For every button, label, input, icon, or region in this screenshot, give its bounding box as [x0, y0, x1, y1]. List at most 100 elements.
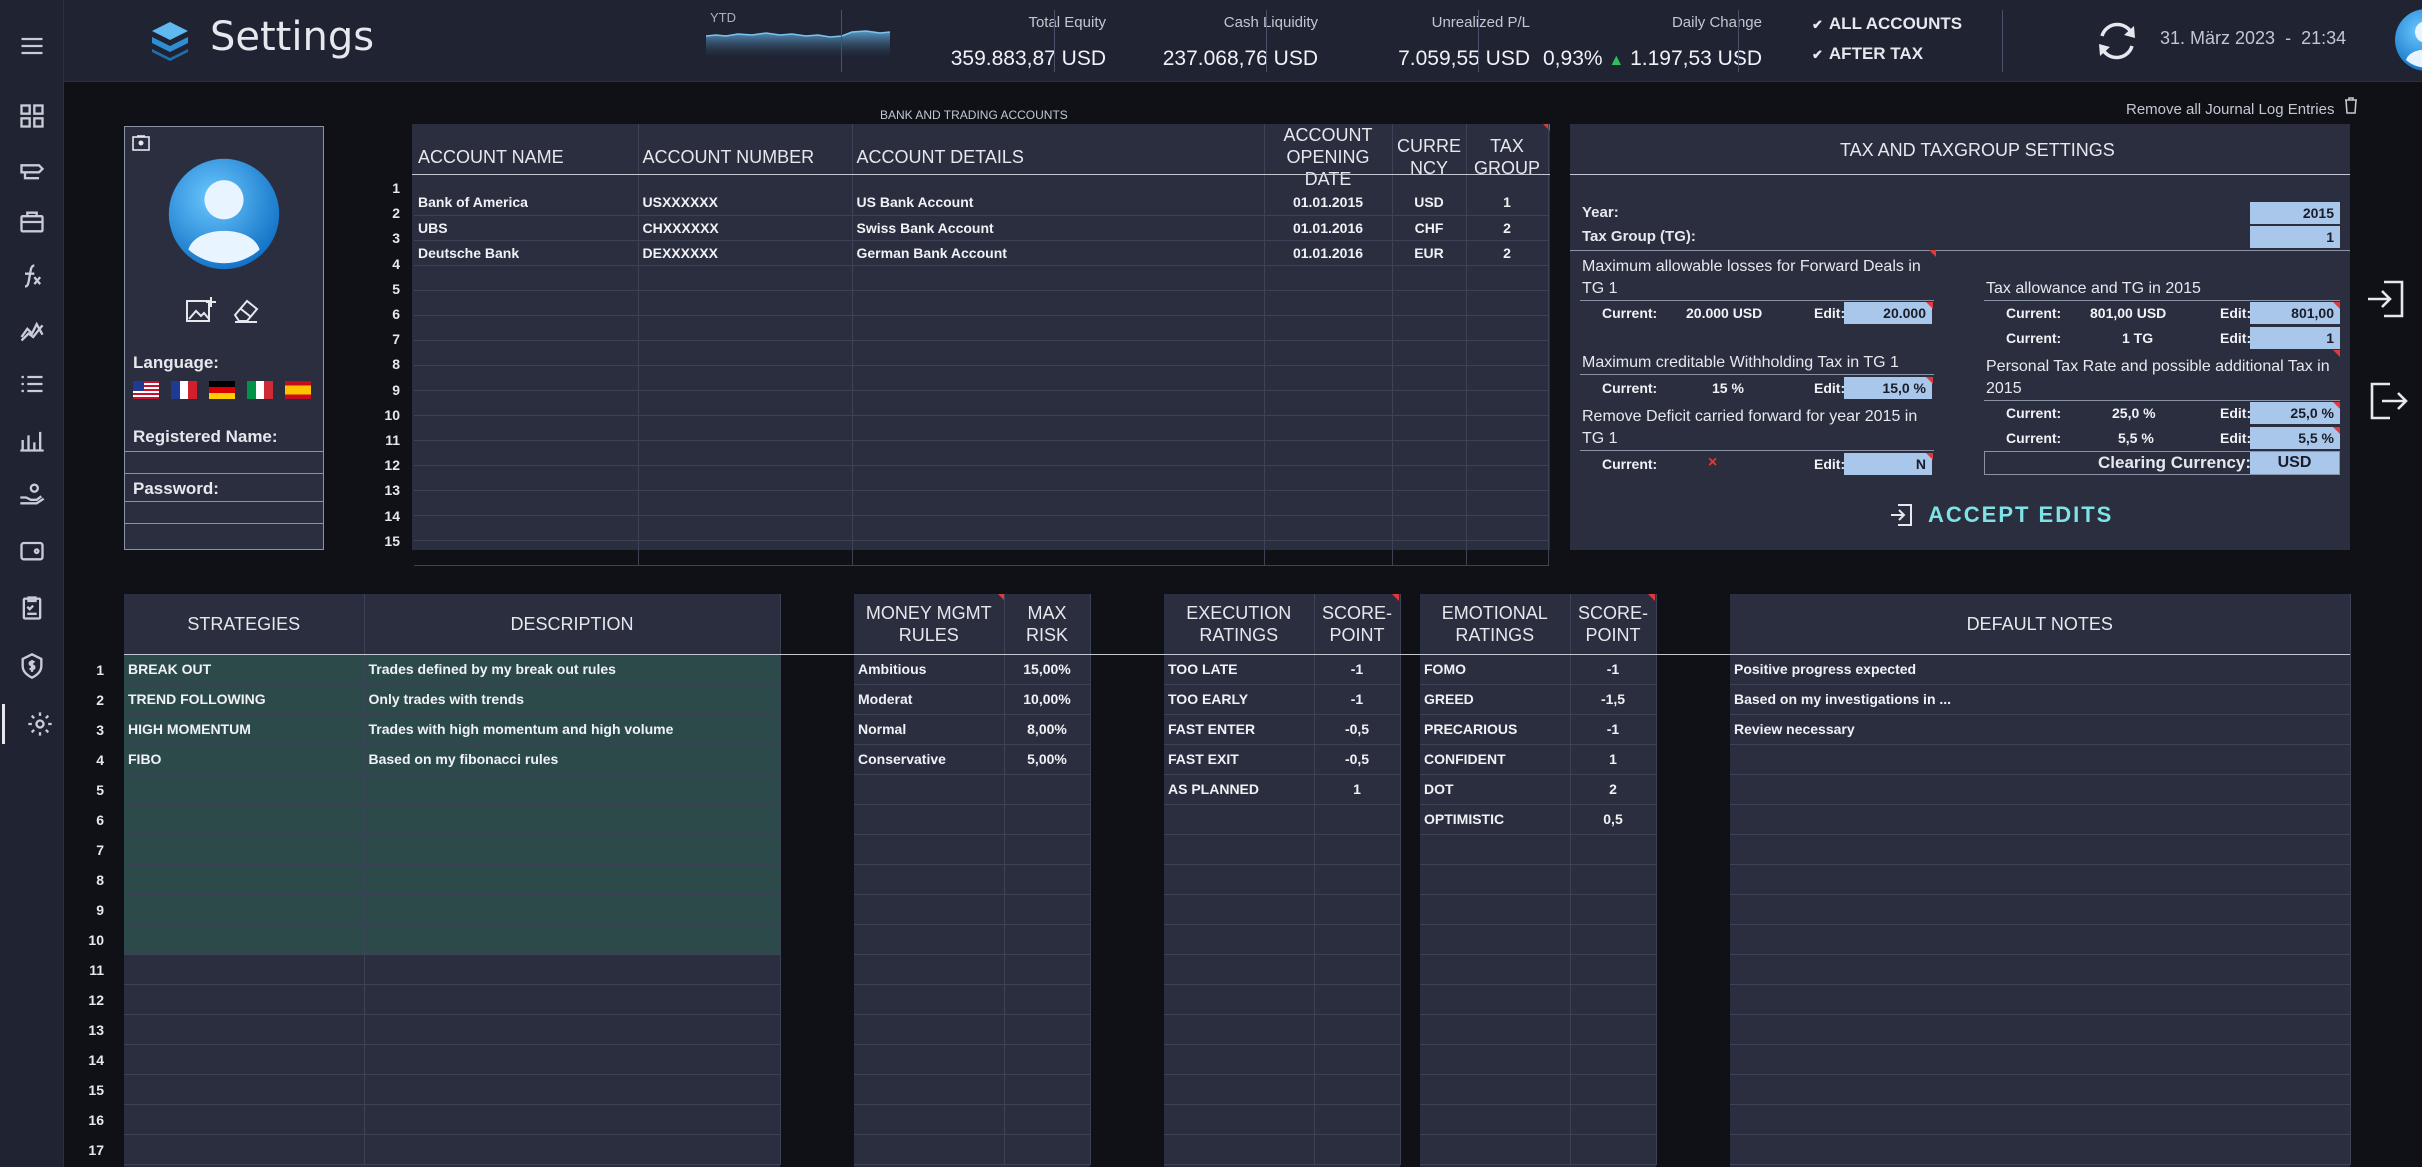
table-row[interactable]: Bank of America USXXXXXX US Bank Account 01…	[414, 190, 1549, 216]
password-field[interactable]	[125, 501, 323, 523]
table-row[interactable]	[854, 1074, 1091, 1105]
cell-strategy-desc[interactable]	[364, 984, 781, 1015]
table-row[interactable]	[124, 894, 781, 925]
cell-emotional-rating[interactable]: FOMO	[1420, 654, 1571, 685]
table-row[interactable]: FAST ENTER -0,5	[1164, 714, 1401, 745]
cell-default-note[interactable]: Based on my investigations in ...	[1730, 684, 2351, 715]
cell-account-details[interactable]: Swiss Bank Account	[852, 215, 1265, 241]
table-row[interactable]	[854, 1104, 1091, 1135]
cell-default-note[interactable]: Review necessary	[1730, 714, 2351, 745]
settings-icon[interactable]	[2, 704, 64, 744]
table-row[interactable]: TOO EARLY -1	[1164, 684, 1401, 715]
registered-name-field[interactable]	[125, 451, 323, 473]
cell-emotional-rating[interactable]	[1420, 1134, 1571, 1165]
cell-account-name[interactable]	[414, 290, 639, 316]
table-row[interactable]: FIBO Based on my fibonacci rules	[124, 744, 781, 775]
cell-account-name[interactable]	[414, 390, 639, 416]
cell-execution-rating[interactable]	[1164, 1134, 1315, 1165]
cell-opening-date[interactable]	[1264, 515, 1393, 541]
cell-account-number[interactable]	[638, 315, 853, 341]
table-row[interactable]	[1164, 984, 1401, 1015]
cell-opening-date[interactable]	[1264, 440, 1393, 466]
cell-execution-score[interactable]	[1314, 894, 1401, 925]
col-opening-date[interactable]: ACCOUNT OPENING DATE	[1264, 124, 1393, 190]
eraser-icon[interactable]	[231, 295, 263, 325]
table-row[interactable]	[854, 1134, 1091, 1165]
flag-es-icon[interactable]	[285, 381, 311, 399]
table-row[interactable]	[854, 1014, 1091, 1045]
cell-default-note[interactable]	[1730, 1074, 2351, 1105]
cell-execution-rating[interactable]	[1164, 864, 1315, 895]
table-row[interactable]	[1730, 1044, 2351, 1075]
cell-execution-score[interactable]	[1314, 1104, 1401, 1135]
cell-max-risk[interactable]	[1004, 984, 1091, 1015]
refresh-icon[interactable]	[2092, 16, 2142, 66]
cell-tax-group[interactable]: 2	[1466, 215, 1549, 241]
table-row[interactable]	[1164, 1014, 1401, 1045]
cell-emotional-rating[interactable]	[1420, 1074, 1571, 1105]
cell-execution-score[interactable]	[1314, 984, 1401, 1015]
cell-money-rule[interactable]	[854, 894, 1005, 925]
table-row[interactable]	[1420, 1044, 1657, 1075]
accept-edits-button[interactable]: ACCEPT EDITS	[1888, 502, 2113, 528]
password-confirm-field[interactable]	[125, 523, 323, 549]
table-row[interactable]	[1730, 1074, 2351, 1105]
cell-emotional-score[interactable]	[1570, 954, 1657, 985]
portfolio-icon[interactable]	[12, 202, 52, 242]
cell-tax-group[interactable]	[1466, 540, 1549, 566]
cell-emotional-score[interactable]: -1	[1570, 654, 1657, 685]
cell-tax-group[interactable]	[1466, 290, 1549, 316]
cell-execution-score[interactable]	[1314, 1134, 1401, 1165]
cell-strategy-desc[interactable]	[364, 1074, 781, 1105]
cell-execution-score[interactable]	[1314, 1074, 1401, 1105]
cell-execution-score[interactable]: -1	[1314, 684, 1401, 715]
cell-account-name[interactable]	[414, 440, 639, 466]
cell-strategy-name[interactable]	[124, 954, 365, 985]
cell-execution-rating[interactable]: FAST EXIT	[1164, 744, 1315, 775]
table-row[interactable]: Moderat 10,00%	[854, 684, 1091, 715]
table-row[interactable]	[124, 1074, 781, 1105]
table-row[interactable]: TOO LATE -1	[1164, 654, 1401, 685]
table-row[interactable]	[1730, 744, 2351, 775]
cell-emotional-score[interactable]: -1	[1570, 714, 1657, 745]
cell-tax-group[interactable]	[1466, 340, 1549, 366]
profile-avatar-icon[interactable]	[167, 157, 281, 271]
cell-money-rule[interactable]	[854, 954, 1005, 985]
cell-emotional-rating[interactable]: DOT	[1420, 774, 1571, 805]
table-row[interactable]	[1164, 894, 1401, 925]
cell-account-details[interactable]	[852, 340, 1265, 366]
cell-account-number[interactable]	[638, 540, 853, 566]
table-row[interactable]	[124, 984, 781, 1015]
table-row[interactable]	[414, 440, 1549, 466]
cell-account-number[interactable]	[638, 490, 853, 516]
cell-emotional-rating[interactable]	[1420, 1014, 1571, 1045]
cell-money-rule[interactable]	[854, 1074, 1005, 1105]
table-row[interactable]	[1420, 924, 1657, 955]
cell-currency[interactable]	[1392, 415, 1467, 441]
cell-opening-date[interactable]: 01.01.2016	[1264, 240, 1393, 266]
filter-all-accounts[interactable]: ✔ ALL ACCOUNTS	[1812, 14, 1962, 34]
cell-execution-rating[interactable]	[1164, 1074, 1315, 1105]
cell-execution-score[interactable]	[1314, 954, 1401, 985]
year-input[interactable]: 2015	[2250, 202, 2340, 224]
cell-account-name[interactable]	[414, 515, 639, 541]
cell-emotional-score[interactable]	[1570, 984, 1657, 1015]
col-default-notes[interactable]: DEFAULT NOTES	[1730, 594, 2351, 654]
table-row[interactable]: Deutsche Bank DEXXXXXX German Bank Account…	[414, 240, 1549, 266]
cell-emotional-score[interactable]	[1570, 924, 1657, 955]
cell-execution-rating[interactable]	[1164, 894, 1315, 925]
table-row[interactable]	[854, 1044, 1091, 1075]
flag-us-icon[interactable]	[133, 381, 159, 399]
cell-emotional-score[interactable]	[1570, 1074, 1657, 1105]
table-row[interactable]	[1420, 834, 1657, 865]
cell-tax-group[interactable]	[1466, 365, 1549, 391]
cell-account-number[interactable]	[638, 365, 853, 391]
table-row[interactable]	[124, 1104, 781, 1135]
col-tax-group[interactable]: TAX GROUP	[1466, 124, 1549, 190]
cell-execution-score[interactable]	[1314, 924, 1401, 955]
cell-tax-group[interactable]: 2	[1466, 240, 1549, 266]
cell-currency[interactable]	[1392, 390, 1467, 416]
flag-fr-icon[interactable]	[171, 381, 197, 399]
table-row[interactable]	[1420, 984, 1657, 1015]
table-row[interactable]: AS PLANNED 1	[1164, 774, 1401, 805]
